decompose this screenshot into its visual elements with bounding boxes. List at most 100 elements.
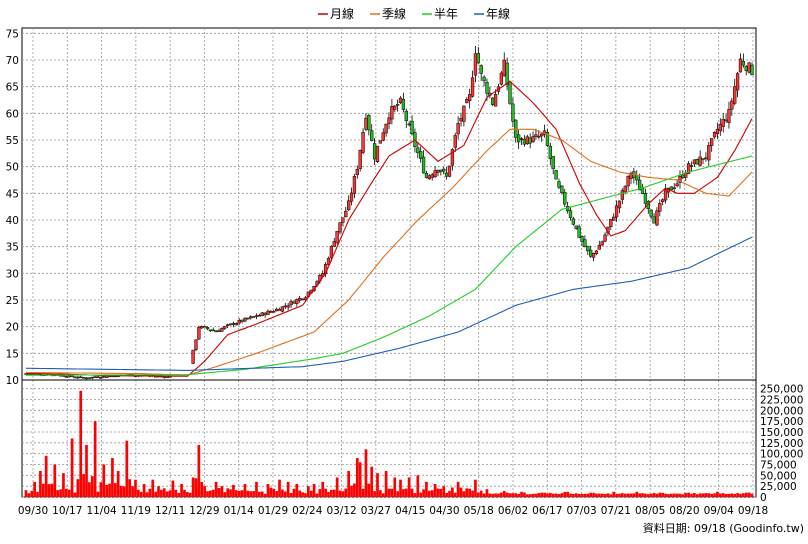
candle-body (620, 190, 625, 200)
candle-body (251, 316, 256, 318)
x-tick-label: 09/30 (18, 505, 48, 517)
volume-bar (364, 449, 368, 497)
volume-bar (407, 477, 411, 497)
volume-bar (62, 473, 65, 497)
candle-body (715, 128, 720, 135)
volume-bar (603, 494, 607, 497)
x-tick-label: 05/18 (464, 505, 494, 517)
volume-bar (505, 492, 509, 497)
volume-bar (502, 490, 506, 497)
volume-bar (448, 490, 451, 497)
candle-body (456, 123, 460, 135)
volume-bar (292, 488, 296, 497)
price-tick-label: 75 (6, 28, 19, 40)
volume-bar (517, 494, 520, 497)
candle-body (502, 59, 506, 77)
price-tick-label: 30 (6, 268, 19, 280)
candle-body (594, 250, 599, 255)
candle-body (214, 330, 218, 333)
volume-tick-label: 100,000 (760, 449, 803, 461)
volume-bar (255, 481, 258, 497)
candle-body (514, 119, 518, 138)
x-tick-label: 12/11 (155, 505, 185, 517)
volume-bar (82, 474, 85, 497)
candle-body (516, 134, 521, 143)
candle-body (67, 375, 71, 378)
candle-body (395, 104, 400, 106)
price-panel: 10 15 20 25 30 35 40 45 50 55 60 65 70 75 (6, 27, 757, 497)
volume-tick-label: 0 (760, 492, 767, 504)
volume-bar (306, 486, 310, 497)
candle-body (424, 173, 429, 178)
candle-body (540, 133, 544, 137)
volume-bar (338, 490, 342, 497)
candle-body (347, 200, 351, 211)
volume-bar (370, 466, 374, 497)
volume-tick-label: 25,000 (760, 481, 797, 493)
candle-body (257, 314, 262, 317)
candle-body (335, 231, 339, 243)
volume-bar (635, 491, 639, 497)
legend-label: 季線 (382, 6, 406, 21)
volume-bar (47, 484, 51, 497)
ma-line-4 (26, 236, 753, 371)
volume-bar (188, 492, 192, 497)
candle-body (76, 376, 80, 379)
candle-body (505, 62, 509, 86)
volume-bar (583, 493, 587, 497)
volume-bar (747, 492, 751, 497)
volume-bar (304, 493, 307, 497)
volume-bar (105, 484, 109, 497)
volume-bar (27, 493, 31, 497)
legend-item: 半年 (422, 7, 458, 21)
candle-body (750, 64, 754, 76)
price-tick-label: 55 (6, 135, 19, 147)
data-source-label: 資料日期: 09/18 (Goodinfo.tw) (643, 521, 804, 535)
volume-bar (442, 486, 446, 497)
candle-body (551, 156, 555, 170)
x-tick-label: 07/21 (601, 505, 631, 517)
candle-body (292, 301, 296, 304)
volume-bar (134, 479, 137, 497)
volume-bar (350, 485, 353, 497)
volume-bar (574, 493, 578, 497)
volume-bar (462, 491, 466, 497)
candle-body (470, 77, 475, 97)
x-tick-label: 09/04 (704, 505, 735, 517)
volume-bar (39, 471, 42, 497)
volume-bar (419, 492, 423, 497)
volume-bar (298, 490, 302, 497)
volume-bar (534, 493, 538, 497)
volume-bar (750, 493, 754, 497)
candle-body (557, 181, 561, 188)
volume-bar (514, 493, 518, 497)
volume-bar (263, 493, 267, 497)
volume-bar (704, 493, 708, 497)
candle-body (712, 132, 717, 138)
volume-bar (174, 489, 178, 497)
volume-bar (59, 489, 62, 497)
volume-bar (393, 477, 397, 497)
volume-bar (471, 490, 474, 497)
volume-bar (488, 493, 492, 497)
candle-body (234, 323, 238, 326)
candle-body (577, 226, 581, 238)
candle-body (718, 123, 722, 132)
x-tick-label: 04/30 (429, 505, 459, 517)
ma-line-2 (25, 128, 753, 376)
candle-body (724, 119, 728, 122)
candle-body (217, 330, 221, 333)
candle-body (223, 326, 227, 329)
volume-bar (154, 491, 157, 497)
candle-body (300, 298, 305, 301)
volume-bar (67, 489, 71, 497)
volume-bar (612, 491, 616, 497)
candle-body (73, 376, 77, 379)
volume-bar (332, 489, 336, 497)
volume-bar (436, 488, 440, 497)
x-tick-label: 08/20 (669, 505, 699, 517)
volume-bar (171, 480, 175, 497)
candle-body (81, 377, 86, 379)
candle-body (378, 140, 383, 144)
candle-body (231, 322, 236, 325)
